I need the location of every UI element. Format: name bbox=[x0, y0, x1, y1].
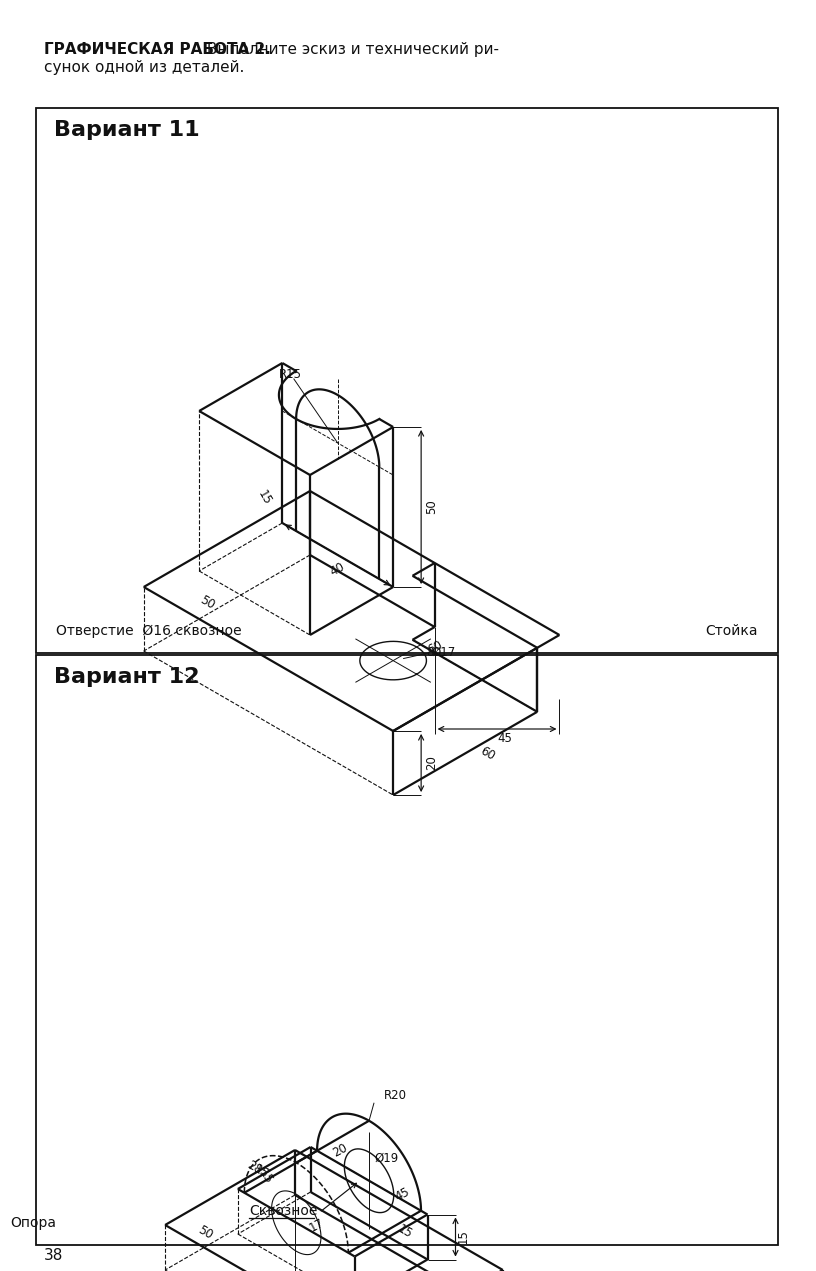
Text: 15: 15 bbox=[251, 1163, 270, 1181]
Text: 15: 15 bbox=[255, 488, 273, 507]
Text: 45: 45 bbox=[498, 732, 512, 746]
Text: Опора: Опора bbox=[10, 1216, 56, 1230]
Text: 15: 15 bbox=[457, 1229, 470, 1244]
Text: 38: 38 bbox=[44, 1248, 64, 1263]
Text: 15: 15 bbox=[256, 1167, 275, 1186]
Text: сунок одной из деталей.: сунок одной из деталей. bbox=[44, 60, 244, 75]
Text: 28: 28 bbox=[245, 1159, 264, 1177]
Text: Стойка: Стойка bbox=[706, 624, 758, 638]
Bar bbox=[36, 108, 778, 653]
Text: Ø17: Ø17 bbox=[431, 646, 455, 660]
Text: 20: 20 bbox=[424, 755, 437, 770]
Text: Сквозное: Сквозное bbox=[249, 1204, 317, 1218]
Text: 50: 50 bbox=[424, 500, 437, 515]
Text: 15: 15 bbox=[395, 1223, 415, 1240]
Text: R20: R20 bbox=[384, 1089, 407, 1102]
Text: 20: 20 bbox=[330, 1141, 349, 1159]
Text: 50: 50 bbox=[197, 594, 216, 613]
Text: Вариант 11: Вариант 11 bbox=[54, 119, 200, 140]
Text: 17: 17 bbox=[308, 1216, 326, 1235]
Bar bbox=[36, 655, 778, 1246]
Text: Ø19: Ø19 bbox=[374, 1153, 398, 1166]
Text: Вариант 12: Вариант 12 bbox=[54, 667, 199, 688]
Text: 8: 8 bbox=[426, 646, 433, 658]
Text: Выполните эскиз и технический ри-: Выполните эскиз и технический ри- bbox=[202, 42, 499, 57]
Text: 45: 45 bbox=[393, 1185, 412, 1204]
Text: 40: 40 bbox=[328, 559, 348, 578]
Text: 60: 60 bbox=[425, 638, 445, 656]
Text: 50: 50 bbox=[195, 1223, 215, 1242]
Text: Отверстие  Ø16 сквозное: Отверстие Ø16 сквозное bbox=[56, 624, 242, 638]
Text: 60: 60 bbox=[477, 744, 497, 763]
Text: R15: R15 bbox=[278, 369, 302, 381]
Text: ГРАФИЧЕСКАЯ РАБОТА 2.: ГРАФИЧЕСКАЯ РАБОТА 2. bbox=[44, 42, 271, 57]
